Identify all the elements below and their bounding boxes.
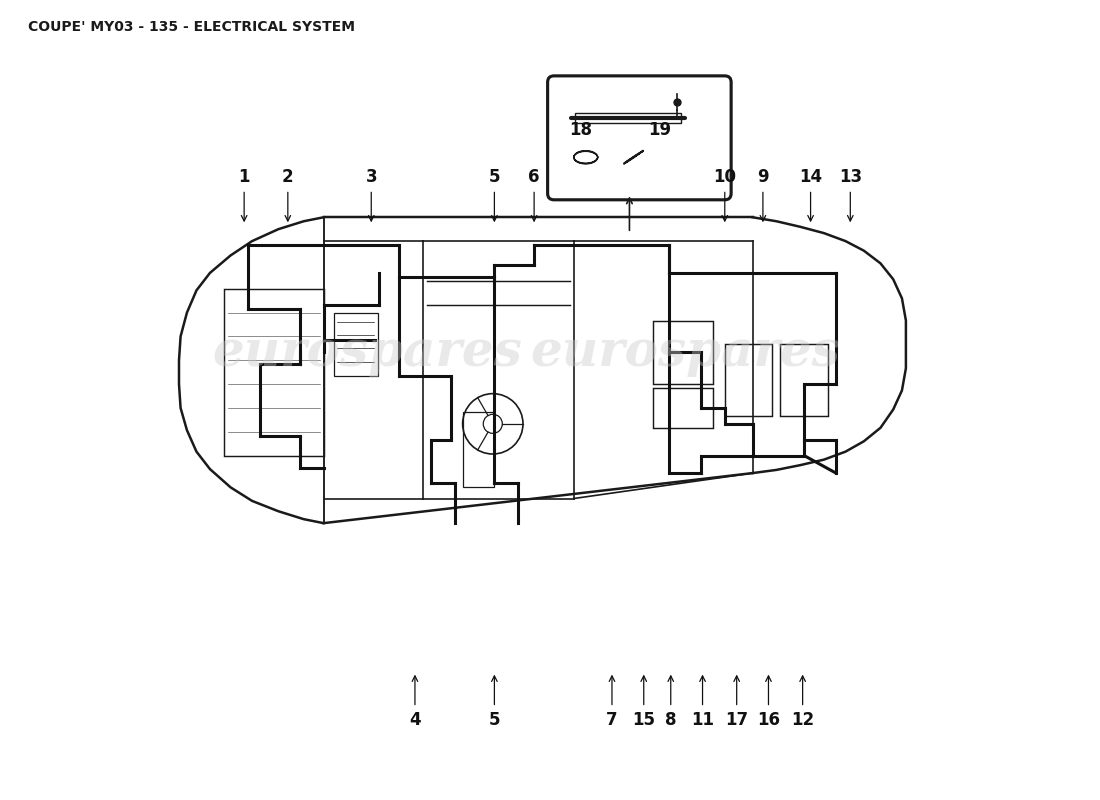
Text: eurospares: eurospares [530,328,840,377]
Text: 11: 11 [691,711,714,730]
Text: 6: 6 [528,167,540,186]
Bar [653,388,713,428]
Text: COUPE' MY03 - 135 - ELECTRICAL SYSTEM: COUPE' MY03 - 135 - ELECTRICAL SYSTEM [28,20,354,34]
Bar [780,344,828,416]
Text: 17: 17 [725,711,748,730]
Bar [575,113,681,122]
Text: 2: 2 [282,167,294,186]
Text: 18: 18 [569,121,592,139]
Text: 8: 8 [666,711,676,730]
Text: 4: 4 [409,711,421,730]
Text: 5: 5 [488,711,501,730]
Bar [334,313,377,376]
Bar [463,412,494,487]
Bar [725,344,772,416]
Text: 12: 12 [791,711,814,730]
Text: 7: 7 [606,711,618,730]
Text: 1: 1 [239,167,250,186]
Text: 19: 19 [648,121,671,139]
Text: 3: 3 [365,167,377,186]
FancyBboxPatch shape [548,76,732,200]
Text: 13: 13 [838,167,862,186]
Bar [224,289,323,456]
Text: eurospares: eurospares [212,328,522,377]
Text: 16: 16 [757,711,780,730]
Text: 14: 14 [799,167,822,186]
Bar [653,321,713,384]
Text: 15: 15 [632,711,656,730]
Text: 9: 9 [757,167,769,186]
Text: 5: 5 [488,167,501,186]
Text: 10: 10 [713,167,736,186]
